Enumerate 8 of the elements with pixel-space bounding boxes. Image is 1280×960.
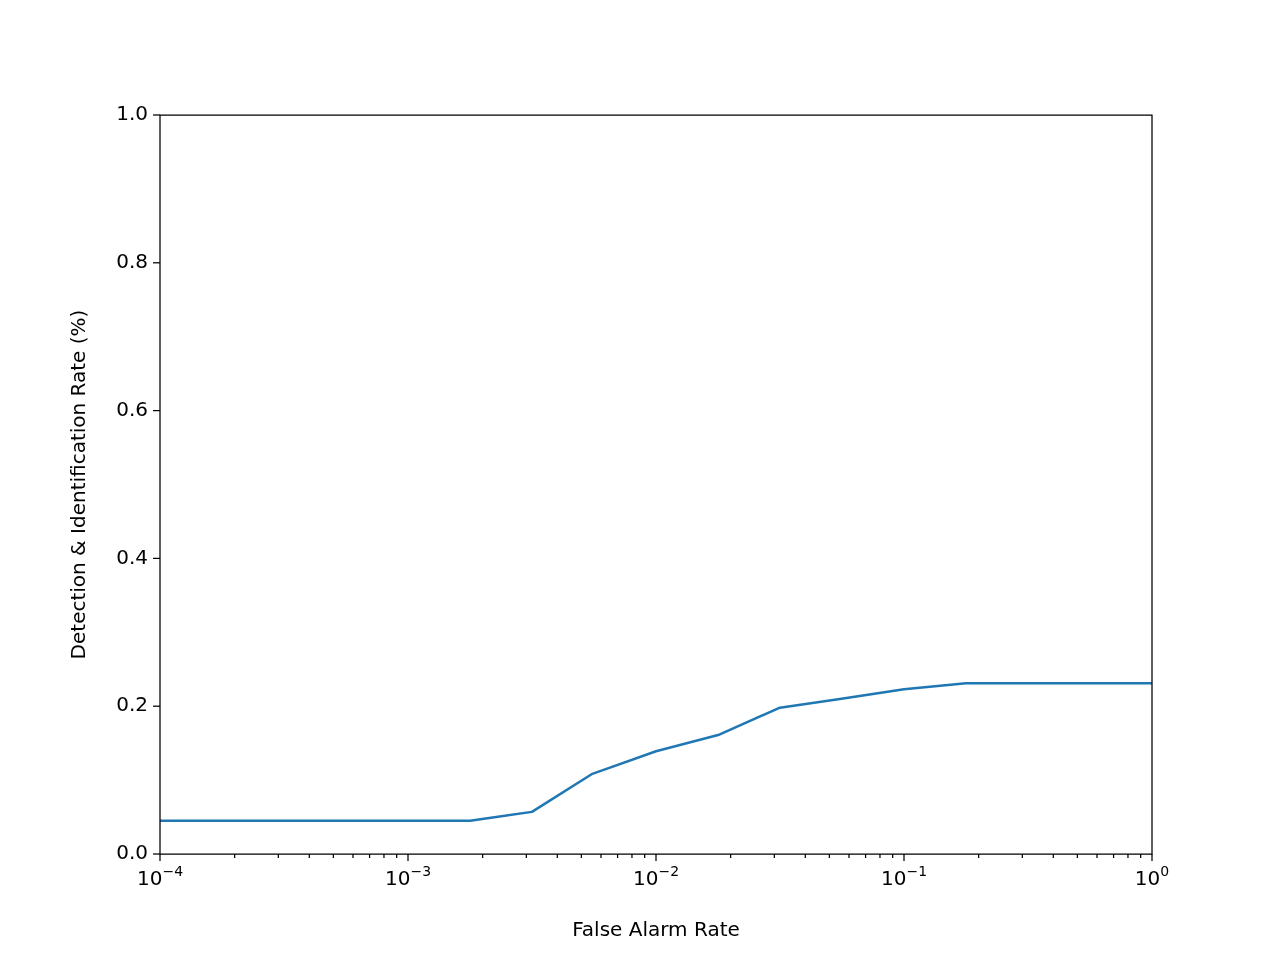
y-tick-label: 0.8	[116, 249, 148, 273]
y-tick-label: 0.6	[116, 396, 148, 421]
y-axis-title: Detection & Identification Rate (%)	[66, 309, 91, 660]
y-tick-label: 1.0	[116, 101, 148, 126]
y-tick-label: 0.4	[116, 544, 148, 569]
y-tick-label: 0.2	[116, 692, 148, 717]
y-tick-label: 0.0	[116, 840, 148, 865]
x-axis-title: False Alarm Rate	[572, 917, 740, 941]
